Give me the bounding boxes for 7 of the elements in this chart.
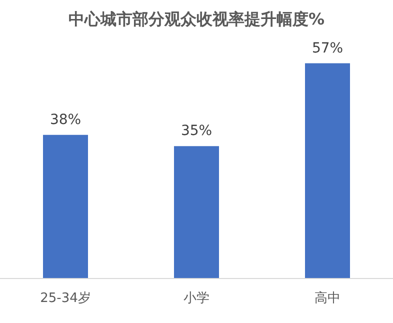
data-label: 57% (312, 40, 344, 56)
x-tick-label: 25-34岁 (40, 291, 91, 306)
data-label: 35% (180, 123, 212, 140)
data-label: 38% (50, 112, 82, 128)
x-tick-label: 小学 (184, 291, 210, 306)
chart-title: 中心城市部分观众收视率提升幅度% (68, 10, 325, 28)
x-tick-label: 高中 (314, 290, 340, 306)
